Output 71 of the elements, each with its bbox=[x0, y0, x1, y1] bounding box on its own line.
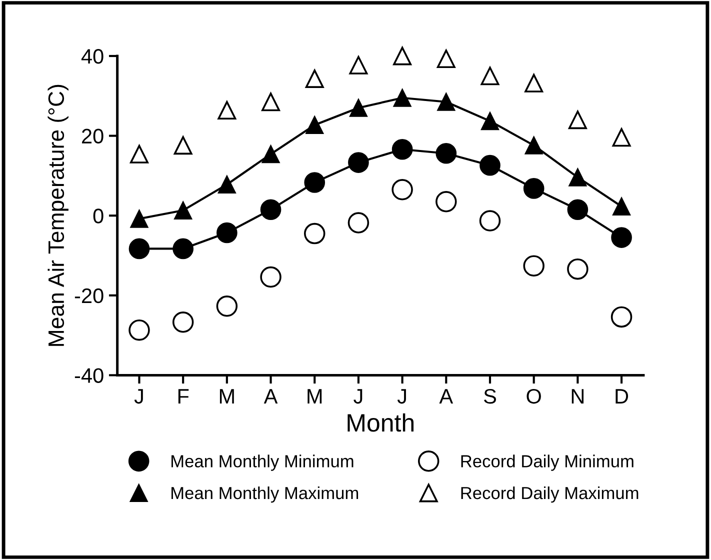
point bbox=[128, 319, 150, 341]
point bbox=[436, 191, 457, 212]
point bbox=[130, 210, 148, 228]
point bbox=[392, 179, 413, 200]
y-tick-label: 0 bbox=[93, 208, 104, 224]
x-axis-title: Month bbox=[348, 413, 414, 432]
point bbox=[480, 112, 500, 130]
point bbox=[437, 92, 456, 111]
x-tick-label: N bbox=[572, 389, 584, 404]
point bbox=[349, 98, 368, 117]
legend-label: Record Daily Maximum bbox=[461, 486, 638, 503]
point bbox=[480, 154, 500, 176]
point bbox=[524, 74, 544, 92]
point bbox=[568, 168, 587, 186]
x-tick-label: A bbox=[264, 389, 278, 404]
point bbox=[304, 222, 326, 244]
point bbox=[216, 296, 238, 317]
point bbox=[393, 46, 412, 66]
x-tick-label: O bbox=[526, 388, 541, 404]
point bbox=[304, 172, 326, 193]
point bbox=[172, 312, 194, 333]
point bbox=[480, 66, 500, 86]
point bbox=[174, 136, 192, 155]
point bbox=[218, 175, 236, 194]
point bbox=[612, 128, 631, 147]
point bbox=[567, 258, 588, 280]
point bbox=[524, 136, 543, 154]
x-tick-label: A bbox=[439, 389, 454, 404]
point bbox=[130, 144, 148, 164]
legend-label: Record Daily Minimum bbox=[461, 454, 634, 471]
point bbox=[260, 266, 282, 288]
y-tick-label: 40 bbox=[81, 49, 104, 64]
y-tick-label: -20 bbox=[74, 288, 104, 304]
point bbox=[479, 210, 501, 232]
point bbox=[436, 142, 457, 164]
legend-label: Mean Monthly Maximum bbox=[172, 486, 358, 503]
point bbox=[612, 197, 631, 216]
point bbox=[348, 212, 370, 234]
y-axis-title: Mean Air Temperature (°C) bbox=[48, 84, 68, 346]
y-tick-label: 20 bbox=[82, 128, 104, 144]
x-tick-label: M bbox=[220, 389, 234, 404]
point bbox=[128, 238, 150, 260]
x-tick-label: D bbox=[616, 389, 628, 404]
point bbox=[262, 92, 280, 112]
x-tick-label: J bbox=[134, 389, 143, 404]
point bbox=[305, 70, 324, 88]
x-tick-label: J bbox=[354, 389, 362, 404]
point bbox=[523, 255, 544, 276]
point bbox=[262, 145, 280, 164]
point bbox=[172, 238, 194, 260]
point bbox=[523, 178, 544, 199]
point bbox=[611, 227, 632, 248]
point bbox=[349, 56, 368, 74]
point bbox=[306, 116, 324, 134]
point bbox=[216, 222, 238, 244]
point bbox=[174, 201, 192, 220]
point bbox=[393, 88, 412, 107]
point bbox=[260, 199, 282, 220]
x-tick-label: F bbox=[178, 389, 189, 404]
point bbox=[218, 101, 236, 120]
x-tick-label: M bbox=[308, 389, 322, 404]
point bbox=[568, 110, 587, 130]
x-tick-label: J bbox=[397, 389, 406, 404]
legend-label: Mean Monthly Minimum bbox=[172, 454, 354, 471]
y-tick-label: -40 bbox=[74, 368, 104, 383]
x-tick-label: S bbox=[484, 388, 496, 404]
point bbox=[392, 138, 413, 160]
point bbox=[610, 306, 632, 328]
point bbox=[436, 50, 456, 68]
point bbox=[348, 152, 369, 173]
point bbox=[567, 199, 588, 220]
